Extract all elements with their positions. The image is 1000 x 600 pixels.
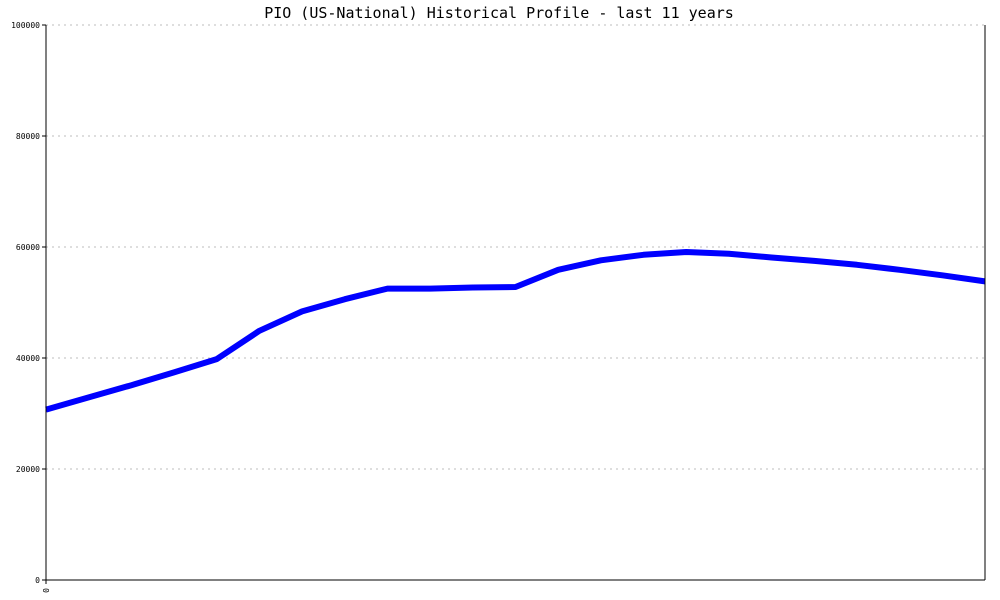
- data-point: [130, 384, 132, 386]
- y-tick-label: 60000: [16, 243, 40, 252]
- series-line: [45, 249, 986, 413]
- y-tick-label: 20000: [16, 465, 40, 474]
- y-tick-label: 80000: [16, 132, 40, 141]
- data-point: [771, 257, 773, 259]
- data-point: [429, 288, 431, 290]
- data-point: [643, 254, 645, 256]
- data-point: [301, 310, 303, 312]
- y-tick-label: 0: [35, 576, 40, 585]
- data-point: [173, 371, 175, 373]
- data-point: [813, 260, 815, 262]
- y-tick-label: 100000: [11, 21, 40, 30]
- data-point: [88, 396, 90, 398]
- data-point: [344, 298, 346, 300]
- x-tick-label: 0: [42, 588, 51, 593]
- data-point: [515, 286, 516, 288]
- data-point: [600, 259, 602, 261]
- data-point: [258, 330, 260, 332]
- data-point: [899, 269, 901, 271]
- series-group: [45, 249, 986, 413]
- gridlines: [46, 24, 985, 470]
- data-point: [685, 251, 687, 253]
- data-point: [856, 264, 858, 266]
- y-tick-label: 40000: [16, 354, 40, 363]
- data-point: [386, 288, 388, 290]
- data-point: [216, 358, 218, 360]
- data-point: [557, 269, 559, 271]
- y-axis-ticks: 0 20000 40000 60000 80000 100000: [11, 21, 46, 585]
- data-point: [728, 253, 730, 255]
- data-point: [941, 274, 943, 276]
- x-axis-ticks: 0: [42, 580, 51, 593]
- data-point: [472, 287, 474, 289]
- chart-title: PIO (US-National) Historical Profile - l…: [264, 4, 734, 22]
